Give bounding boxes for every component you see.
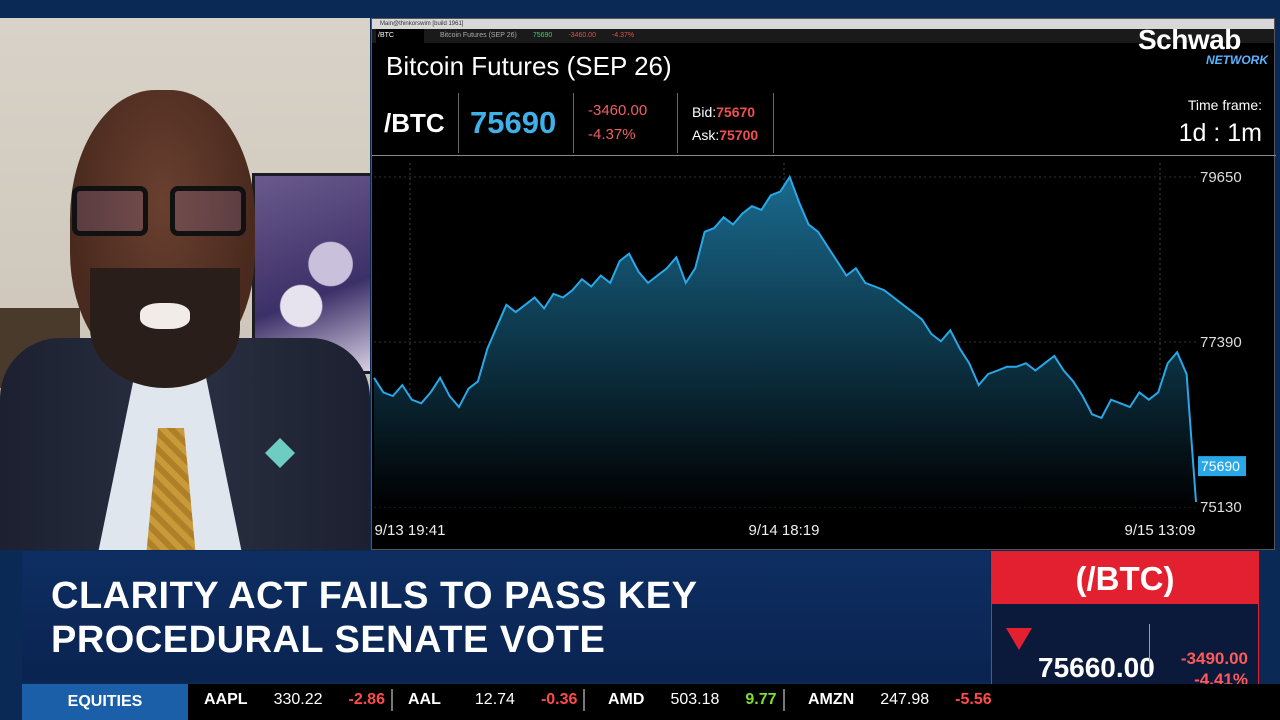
symbol-tab-desc: Bitcoin Futures (SEP 26) — [439, 32, 517, 39]
symbol-tab-change: -3460.00 — [568, 32, 596, 39]
headline-banner: CLARITY ACT FAILS TO PASS KEY PROCEDURAL… — [22, 551, 990, 682]
last-price-tag-bg — [1198, 456, 1246, 477]
ticker-item: AAPL 330.22 -2.86 — [204, 684, 393, 720]
symbol-tab[interactable]: /BTC — [376, 29, 424, 43]
headline-line-1: CLARITY ACT FAILS TO PASS KEY — [51, 575, 698, 617]
presenter-mouth — [140, 303, 190, 329]
ticker-change: -0.36 — [540, 691, 578, 708]
quote-change: -3460.00 — [588, 102, 648, 119]
presenter-glasses — [72, 186, 252, 238]
ticker-divider — [390, 688, 393, 711]
ticker-change: -2.86 — [348, 691, 385, 708]
ticker-item: AMD 503.18 9.77 — [608, 684, 785, 720]
ticker-divider — [782, 688, 785, 711]
y-tick-label: 77390 — [1200, 334, 1242, 351]
instrument-title: Bitcoin Futures (SEP 26) — [386, 51, 672, 81]
ticker-price: 330.22 — [273, 691, 323, 708]
schwab-network-logo: Schwab NETWORK — [1138, 24, 1268, 67]
ticker-item: AAL 12.74 -0.36 — [408, 684, 586, 720]
btc-quote-box: (/BTC) 75660.00 -3490.00 -4.41% — [991, 551, 1259, 689]
quote-pct: -4.37% — [588, 126, 636, 143]
x-tick-label: 9/15 13:09 — [1125, 522, 1196, 539]
price-chart[interactable]: 79650 77390 75130 9/13 19:41 9/14 18:19 9/15… — [372, 155, 1274, 549]
symbol-tab-last: 75690 — [532, 32, 553, 39]
stock-ticker: EQUITIES AAPL 330.22 -2.86 AAL 12.74 -0.36 A… — [22, 684, 1280, 720]
ticker-price: 503.18 — [670, 691, 720, 708]
ticker-change: 9.77 — [745, 691, 777, 708]
x-tick-label: 9/13 19:41 — [375, 522, 446, 539]
wall-art-wave — [262, 208, 360, 348]
ticker-section-label: EQUITIES — [22, 684, 188, 720]
chart-window: Main@thinkorswim [build 1961] /BTC Bitco… — [371, 18, 1276, 550]
ticker-symbol: AAPL — [204, 691, 248, 708]
logo-sub: NETWORK — [1206, 53, 1268, 67]
ticker-price: 12.74 — [474, 691, 515, 708]
quote-change-cell: -3460.00 -4.37% — [574, 93, 678, 153]
ticker-item: AMZN 247.98 -5.56 — [808, 684, 992, 720]
quote-box-change: -3490.00 — [1180, 649, 1248, 668]
quote-box-symbol: (/BTC) — [992, 552, 1258, 604]
video-feed — [0, 18, 370, 550]
headline-line-2: PROCEDURAL SENATE VOTE — [51, 619, 606, 661]
quote-symbol: /BTC — [384, 93, 459, 153]
ticker-symbol: AMD — [608, 691, 645, 708]
ask-label: Ask: — [692, 127, 720, 143]
down-arrow-icon — [1006, 628, 1032, 650]
y-tick-label: 75130 — [1200, 499, 1242, 516]
symbol-tab-strip: /BTC Bitcoin Futures (SEP 26) 75690 -346… — [372, 29, 1274, 43]
quote-box-last: 75660.00 — [1038, 652, 1155, 683]
logo-brand: Schwab — [1138, 24, 1241, 55]
price-area — [374, 177, 1196, 507]
ticker-divider — [583, 688, 586, 711]
timeframe-label: Time frame: — [1187, 97, 1262, 113]
timeframe-value[interactable]: 1d : 1m — [1178, 119, 1262, 147]
quote-box-divider — [1149, 624, 1150, 676]
symbol-tab-pct: -4.37% — [611, 32, 635, 39]
bid-ask-cell: Bid:75670 Ask:75700 — [678, 93, 774, 153]
last-price-tag: 75690 — [1201, 458, 1240, 474]
ask-value: 75700 — [719, 127, 759, 143]
x-tick-label: 9/14 18:19 — [749, 522, 820, 539]
ticker-change: -5.56 — [955, 691, 992, 708]
price-line — [373, 174, 1197, 502]
quote-last: 75690 — [458, 93, 574, 153]
ticker-price: 247.98 — [880, 691, 930, 708]
bid-label: Bid: — [692, 104, 717, 120]
y-tick-label: 79650 — [1200, 169, 1242, 186]
bid-value: 75670 — [716, 104, 756, 120]
window-titlebar[interactable]: Main@thinkorswim [build 1961] — [372, 19, 1274, 29]
ticker-symbol: AMZN — [808, 691, 855, 708]
quote-bar: /BTC 75690 -3460.00 -4.37% Bid:75670 Ask… — [372, 89, 1276, 156]
ticker-symbol: AAL — [408, 691, 441, 708]
